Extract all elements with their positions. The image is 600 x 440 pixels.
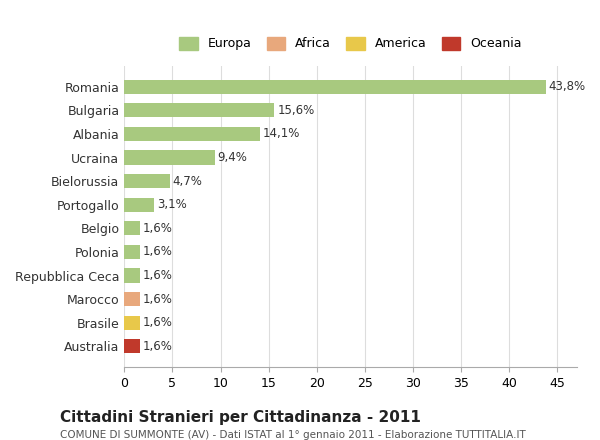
Bar (124, 315, 140, 330)
Bar (124, 339, 140, 353)
Bar (124, 221, 140, 235)
Text: 1,6%: 1,6% (143, 222, 173, 235)
Bar (124, 80, 546, 94)
Text: 1,6%: 1,6% (143, 246, 173, 258)
Text: 1,6%: 1,6% (143, 293, 173, 306)
Text: 4,7%: 4,7% (172, 175, 202, 187)
Text: COMUNE DI SUMMONTE (AV) - Dati ISTAT al 1° gennaio 2011 - Elaborazione TUTTITALI: COMUNE DI SUMMONTE (AV) - Dati ISTAT al … (60, 430, 526, 440)
Text: Cittadini Stranieri per Cittadinanza - 2011: Cittadini Stranieri per Cittadinanza - 2… (60, 411, 421, 425)
Text: 3,1%: 3,1% (157, 198, 187, 211)
Text: 14,1%: 14,1% (263, 128, 300, 140)
Bar (124, 198, 154, 212)
Legend: Europa, Africa, America, Oceania: Europa, Africa, America, Oceania (175, 33, 526, 54)
Text: 1,6%: 1,6% (143, 316, 173, 329)
Bar (124, 292, 140, 306)
Bar (124, 127, 260, 141)
Text: 1,6%: 1,6% (143, 269, 173, 282)
Text: 15,6%: 15,6% (277, 104, 314, 117)
Text: 9,4%: 9,4% (218, 151, 248, 164)
Bar (124, 268, 140, 282)
Bar (124, 174, 170, 188)
Bar (124, 150, 215, 165)
Text: 43,8%: 43,8% (548, 80, 586, 93)
Bar (124, 103, 274, 117)
Text: 1,6%: 1,6% (143, 340, 173, 353)
Bar (124, 245, 140, 259)
